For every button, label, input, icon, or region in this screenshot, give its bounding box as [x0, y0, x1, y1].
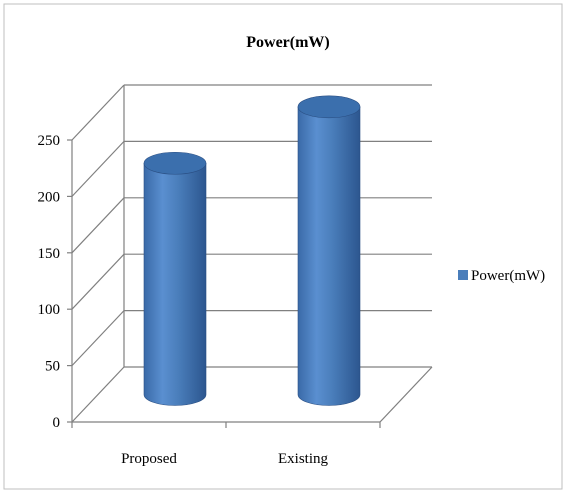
bar-existing [297, 95, 361, 406]
category-labels: Proposed Existing [121, 451, 328, 467]
bars [143, 95, 361, 406]
y-tick-labels: 0 50 100 150 200 250 [38, 133, 61, 431]
x-category-label: Proposed [121, 451, 177, 467]
chart-border [3, 3, 563, 490]
gridline-side [71, 197, 125, 254]
chart-title: Power(mW) [246, 34, 330, 51]
y-tick-label: 250 [38, 133, 61, 149]
y-tick-label: 50 [45, 359, 60, 375]
gridline-side [71, 253, 125, 310]
bar-top [297, 95, 361, 119]
y-tick-label: 100 [38, 302, 61, 318]
legend-label: Power(mW) [471, 268, 545, 284]
bar-top [143, 151, 207, 175]
floor-right-edge [379, 366, 433, 423]
gridline-side [71, 140, 125, 197]
gridline-side [71, 310, 125, 367]
axes [67, 85, 433, 428]
legend-swatch [458, 270, 468, 280]
bar-body [297, 106, 361, 406]
gridline-side [71, 84, 125, 141]
x-category-label: Existing [278, 451, 329, 467]
bar-proposed [143, 151, 207, 406]
y-tick-label: 150 [38, 246, 61, 262]
gridline-side [71, 366, 125, 423]
bar-body [143, 162, 207, 406]
y-tick-label: 200 [38, 189, 61, 205]
y-tick-label: 0 [53, 415, 61, 431]
legend: Power(mW) [458, 268, 545, 284]
